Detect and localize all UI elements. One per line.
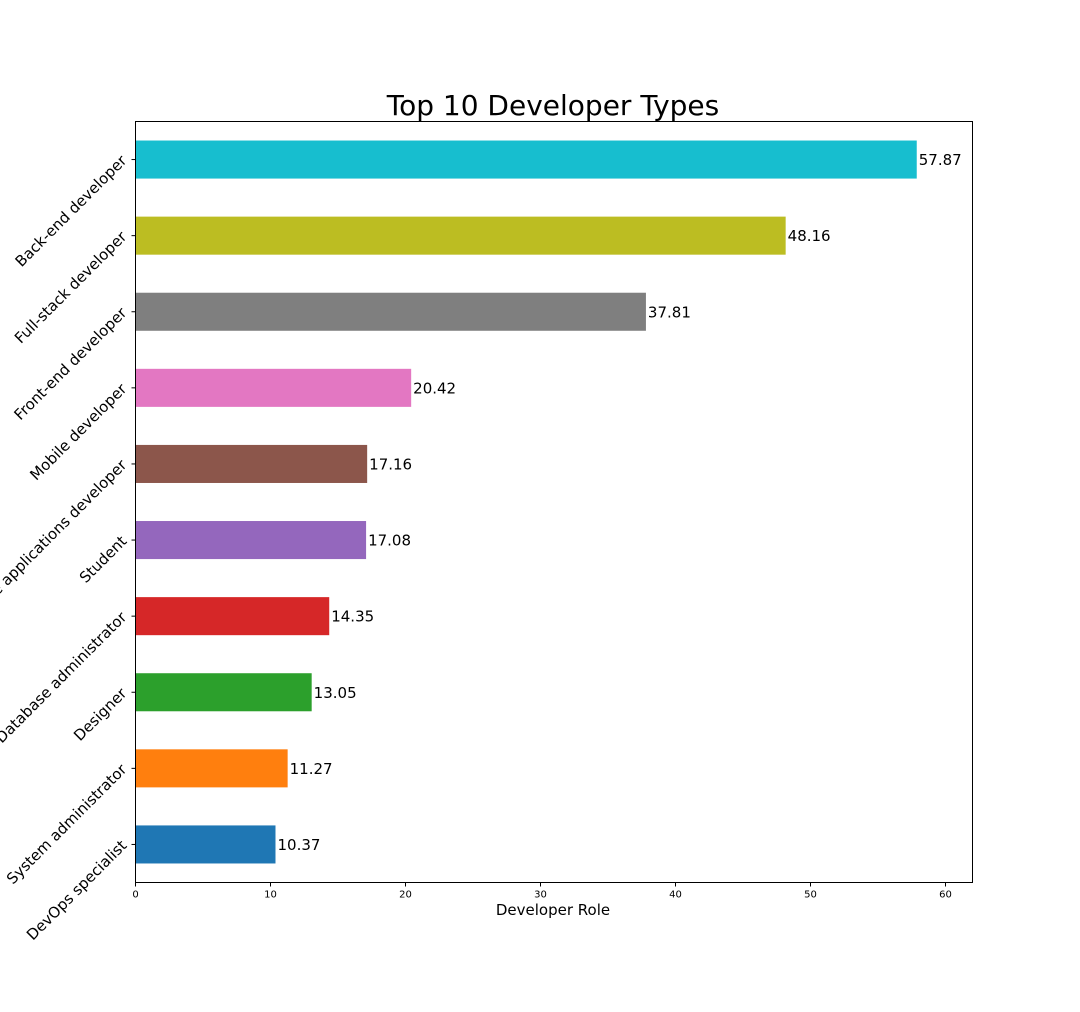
bar-value-label: 17.16 — [369, 455, 412, 473]
bar-value-label: 48.16 — [788, 227, 831, 245]
x-axis-ticks: 0 10 20 30 40 50 60 — [132, 882, 952, 901]
y-tick-label: Student — [76, 532, 131, 587]
bar — [135, 597, 330, 636]
x-tick-label: 50 — [804, 890, 817, 901]
bar-value-label: 13.05 — [314, 684, 357, 702]
x-tick-label: 40 — [669, 890, 682, 901]
value-labels-layer: 57.87 48.16 37.81 20.42 17.16 17.08 14.35 13.05… — [277, 151, 961, 854]
bar-value-label: 11.27 — [290, 760, 333, 778]
bar — [135, 216, 786, 255]
bar — [135, 140, 917, 179]
bar-value-label: 20.42 — [413, 379, 456, 397]
bar — [135, 521, 367, 560]
x-tick-label: 60 — [939, 890, 952, 901]
bar-value-label: 17.08 — [368, 532, 411, 550]
x-tick-label: 0 — [132, 890, 138, 901]
bars-layer — [135, 140, 917, 864]
x-tick-label: 20 — [399, 890, 412, 901]
x-tick-label: 30 — [534, 890, 547, 901]
bar — [135, 825, 276, 864]
bar-value-label: 14.35 — [331, 608, 374, 626]
bar — [135, 673, 312, 712]
bar — [135, 292, 646, 331]
y-tick-label: System administrator — [3, 760, 131, 888]
plot-frame — [135, 121, 973, 883]
bar-value-label: 10.37 — [277, 836, 320, 854]
bar — [135, 749, 288, 788]
chart-title: Top 10 Developer Types — [386, 89, 720, 122]
x-tick-label: 10 — [264, 890, 277, 901]
bar-value-label: 57.87 — [919, 151, 962, 169]
y-tick-label: Database administrator — [0, 608, 131, 747]
x-axis-label: Developer Role — [496, 901, 610, 919]
bar — [135, 444, 368, 483]
y-tick-label: Designer — [70, 684, 131, 745]
bar-value-label: 37.81 — [648, 303, 691, 321]
bar — [135, 368, 412, 407]
